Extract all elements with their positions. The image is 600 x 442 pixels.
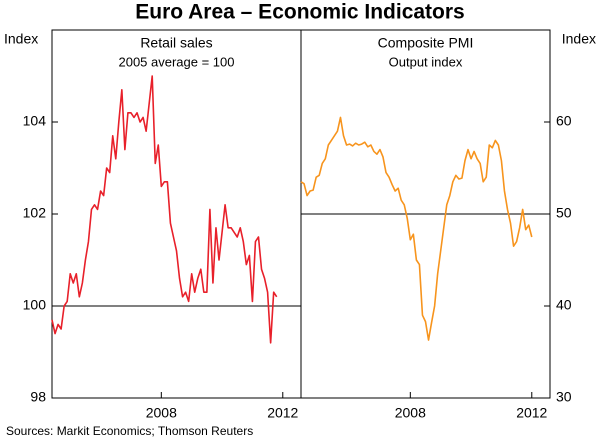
y-axis-label: Index [562,31,596,47]
x-tick-label: 2012 [516,405,547,421]
y-tick-label: 60 [556,113,572,129]
x-tick-label: 2008 [395,405,426,421]
panel-frame [51,29,302,399]
panel-title: Composite PMI [378,35,474,51]
y-axis-label: Index [4,31,38,47]
y-tick-label: 100 [23,297,47,313]
chart-title: Euro Area – Economic Indicators [135,1,464,24]
y-tick-label: 50 [556,205,572,221]
panel-subtitle: 2005 average = 100 [118,54,234,69]
panel-title: Retail sales [140,35,212,51]
data-line [300,116,533,341]
data-line [51,75,278,344]
source: Sources: Markit Economics; Thomson Reute… [6,424,253,438]
y-tick-label: 30 [556,389,572,405]
x-tick-label: 2008 [146,405,177,421]
y-tick-label: 98 [30,389,46,405]
y-tick-label: 104 [23,113,47,129]
y-tick-label: 102 [23,205,47,221]
panel-subtitle: Output index [389,54,463,69]
y-tick-label: 40 [556,297,572,313]
x-tick-label: 2012 [267,405,298,421]
